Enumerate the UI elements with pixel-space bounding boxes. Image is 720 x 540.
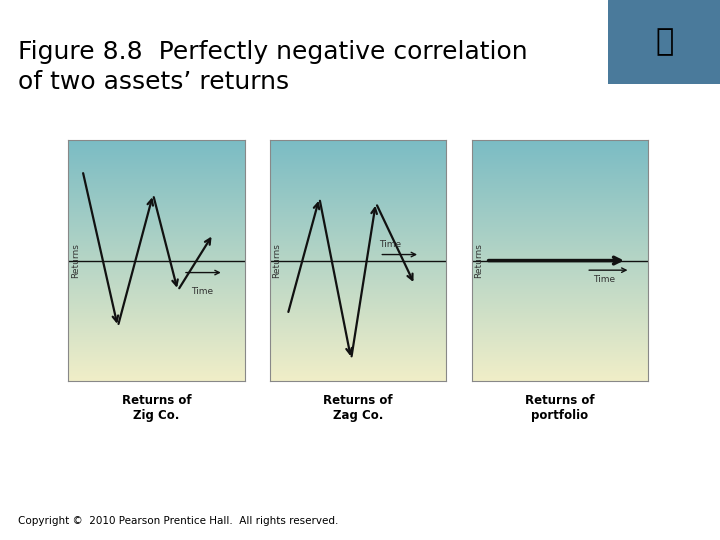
Text: Returns: Returns [273,243,282,278]
Text: 8-40: 8-40 [652,511,693,530]
Text: Returns of
Zig Co.: Returns of Zig Co. [122,394,192,422]
Text: Returns: Returns [474,243,483,278]
Text: Time: Time [379,240,401,248]
Text: Time: Time [192,287,214,296]
Text: 🔧: 🔧 [655,28,673,56]
Text: Returns of
Zag Co.: Returns of Zag Co. [323,394,393,422]
Text: Copyright ©  2010 Pearson Prentice Hall.  All rights reserved.: Copyright © 2010 Pearson Prentice Hall. … [18,516,338,526]
Text: Returns of
portfolio: Returns of portfolio [525,394,595,422]
Text: Time: Time [593,275,615,284]
Text: Figure 8.8  Perfectly negative correlation
of two assets’ returns: Figure 8.8 Perfectly negative correlatio… [18,40,528,94]
Text: Returns: Returns [71,243,80,278]
